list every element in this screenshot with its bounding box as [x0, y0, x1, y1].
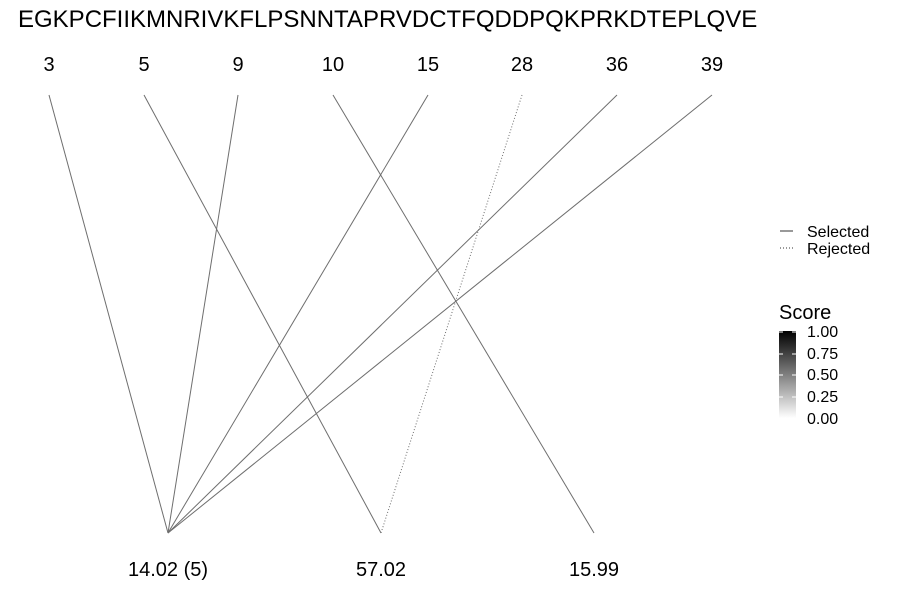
- position-label: 36: [606, 54, 628, 76]
- mass-label: 14.02 (5): [128, 559, 208, 581]
- legend-selected-label: Selected: [807, 224, 869, 241]
- position-labels: 3 5 9 10 15 28 36 39: [43, 54, 723, 76]
- mass-labels: 14.02 (5) 57.02 15.99: [128, 559, 619, 581]
- score-ticks: 1.00 0.75 0.50 0.25 0.00: [779, 324, 838, 428]
- mass-label: 15.99: [569, 559, 619, 581]
- score-tick-label: 0.75: [807, 346, 838, 363]
- links-layer: [48, 94, 713, 534]
- position-label: 15: [417, 54, 439, 76]
- link-3-selected: [48, 94, 169, 534]
- position-label: 39: [701, 54, 723, 76]
- position-label: 28: [511, 54, 533, 76]
- legend-line-types: Selected Rejected: [780, 224, 870, 258]
- score-tick-label: 0.00: [807, 411, 838, 428]
- score-legend-title: Score: [779, 302, 831, 324]
- score-tick-label: 0.50: [807, 367, 838, 384]
- legend-score: Score 1.00 0.75 0.50 0.25 0.00: [779, 302, 838, 428]
- link-15-selected: [167, 94, 429, 534]
- peptide-sequence: EGKPCFIIKMNRIVKFLPSNNTAPRVDCTFQDDPQKPRKD…: [18, 6, 758, 33]
- link-5-selected: [143, 94, 382, 534]
- position-label: 5: [138, 54, 149, 76]
- mass-label: 57.02: [356, 559, 406, 581]
- link-28-rejected: [380, 94, 523, 534]
- position-label: 3: [43, 54, 54, 76]
- score-tick-label: 0.25: [807, 389, 838, 406]
- score-tick-label: 1.00: [807, 324, 838, 341]
- link-36-selected: [167, 94, 618, 534]
- score-colorbar: [779, 331, 796, 418]
- position-label: 10: [322, 54, 344, 76]
- link-39-selected: [167, 94, 713, 534]
- link-10-selected: [332, 94, 595, 534]
- legend-rejected-label: Rejected: [807, 241, 870, 258]
- link-9-selected: [167, 94, 239, 534]
- position-label: 9: [232, 54, 243, 76]
- legend: Selected Rejected Score 1.00 0.75 0.50 0.25…: [779, 224, 870, 428]
